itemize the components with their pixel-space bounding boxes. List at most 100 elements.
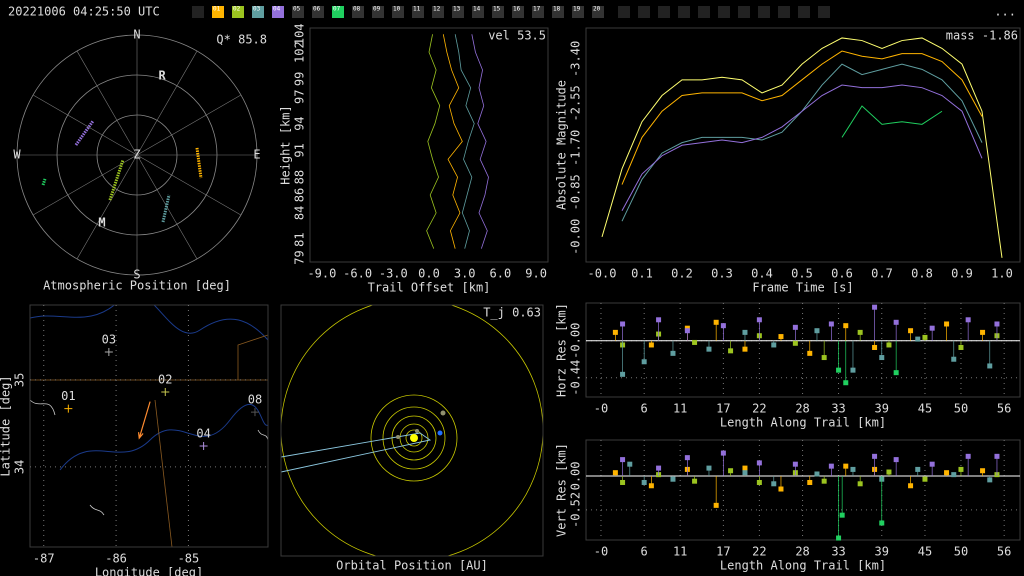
residual-point [656, 317, 662, 323]
y-tick-label: -1.70 [569, 130, 583, 166]
x-tick-label: 11 [673, 402, 687, 416]
residual-point [994, 321, 1000, 327]
x-tick-label: 0.0 [418, 267, 440, 281]
residual-point [778, 486, 784, 492]
residual-point [893, 370, 899, 376]
station-tab[interactable] [252, 6, 264, 18]
residual-point [872, 344, 878, 350]
station-tab[interactable] [352, 6, 364, 18]
residual-point [692, 478, 698, 484]
station-tab[interactable] [392, 6, 404, 18]
tab-spacer [638, 6, 650, 18]
y-tick-label: 102 [293, 41, 307, 63]
residual-point [944, 321, 950, 327]
station-tab[interactable] [432, 6, 444, 18]
direction-label: E [253, 148, 260, 162]
x-tick-label: -6.0 [343, 267, 372, 281]
residual-point [771, 481, 777, 487]
station-tab[interactable] [372, 6, 384, 18]
plot-frame [585, 302, 1021, 398]
y-tick-label: -0.00 [569, 323, 583, 359]
x-tick-label: 6 [641, 545, 648, 559]
x-axis-label: Length Along Trail [km] [720, 416, 886, 430]
station-tab[interactable] [452, 6, 464, 18]
station-label: 01 [61, 389, 75, 403]
x-tick-label: 17 [716, 545, 730, 559]
station-tab-label: 17 [533, 6, 541, 13]
residual-point [807, 350, 813, 356]
x-tick-label: 0.3 [711, 267, 733, 281]
residual-point [620, 479, 626, 485]
tab-spacer [818, 6, 830, 18]
station-tab[interactable] [492, 6, 504, 18]
plot-frame [585, 27, 1021, 263]
station-tab[interactable] [332, 6, 344, 18]
station-tab-label: 18 [553, 6, 561, 13]
plot-frame [309, 27, 549, 263]
station-tab[interactable] [532, 6, 544, 18]
tab-spacer [192, 6, 204, 18]
y-axis-label: Horz Res [km] [555, 303, 569, 397]
residual-point [742, 465, 748, 471]
x-tick-label: 22 [752, 402, 766, 416]
x-tick-label: 0.1 [631, 267, 653, 281]
x-tick-label: 56 [997, 545, 1011, 559]
residual-point [893, 319, 899, 325]
station-tab[interactable] [232, 6, 244, 18]
station-tab[interactable] [512, 6, 524, 18]
residual-point [648, 483, 654, 489]
y-axis-label: Absolute Magnitude [555, 80, 569, 210]
residual-point [908, 483, 914, 489]
x-tick-label: 33 [831, 545, 845, 559]
y-axis-label: Latitude [deg] [0, 375, 13, 476]
more-menu[interactable]: ... [994, 5, 1016, 19]
residual-point [886, 342, 892, 348]
x-tick-label: 0.4 [751, 267, 773, 281]
residual-point [929, 325, 935, 331]
y-tick-label: -0.00 [569, 219, 583, 255]
residual-point [713, 319, 719, 325]
residual-point [922, 476, 928, 482]
station-tab[interactable] [472, 6, 484, 18]
station-tab[interactable] [212, 6, 224, 18]
direction-label: N [133, 28, 140, 42]
residual-point [720, 323, 726, 329]
station-tab[interactable] [292, 6, 304, 18]
residual-point [684, 325, 690, 331]
azimuth-spoke [136, 50, 198, 156]
station-tab[interactable] [592, 6, 604, 18]
meteor-track [137, 401, 151, 440]
y-tick-label: 97 [293, 90, 307, 104]
x-axis-label: Orbital Position [AU] [336, 559, 488, 573]
residual-point [670, 476, 676, 482]
station-tab-label: 02 [233, 6, 241, 13]
y-tick-label: -3.40 [569, 41, 583, 77]
residual-point [648, 342, 654, 348]
tab-spacer [758, 6, 770, 18]
y-tick-label: 81 [293, 232, 307, 246]
panel-title: mass -1.86 [946, 29, 1018, 43]
trajectory-profile [471, 34, 489, 249]
x-axis-label: Trail Offset [km] [368, 281, 491, 295]
station-tab[interactable] [272, 6, 284, 18]
marker-label: M [98, 216, 105, 230]
station-tab[interactable] [312, 6, 324, 18]
x-tick-label: -0 [594, 545, 608, 559]
x-axis-label: Atmospheric Position [deg] [43, 279, 231, 293]
x-tick-label: 6.0 [490, 267, 512, 281]
y-tick-label: -0.85 [569, 174, 583, 210]
x-tick-label: 22 [752, 545, 766, 559]
station-tab-label: 04 [273, 6, 281, 13]
station-tab[interactable] [572, 6, 584, 18]
station-tab[interactable] [552, 6, 564, 18]
residual-point [814, 471, 820, 477]
plot-frame [280, 304, 544, 557]
residual-point [958, 344, 964, 350]
residual-point [987, 477, 993, 483]
y-tick-label: 35 [13, 373, 27, 387]
station-tab[interactable] [412, 6, 424, 18]
station-label: 02 [158, 373, 172, 387]
y-axis-label: Vert Res [km] [555, 443, 569, 537]
residual-point [843, 323, 849, 329]
